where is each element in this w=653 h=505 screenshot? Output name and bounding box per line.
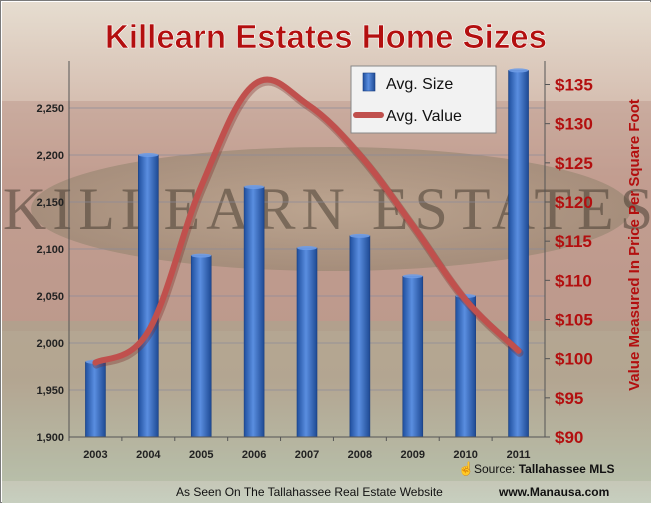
y-left-tick-label: 2,000 — [36, 338, 64, 350]
footer: ☝ Source: Tallahassee MLS As Seen On The… — [176, 460, 615, 499]
y-right-tick-label: $95 — [555, 389, 583, 408]
x-tick-label: 2010 — [453, 449, 477, 461]
legend-label-size: Avg. Size — [386, 76, 453, 93]
bar — [190, 255, 212, 438]
bar-top — [402, 274, 423, 279]
background-sign-text: KILLEARN ESTATES — [3, 176, 652, 242]
legend-label-value: Avg. Value — [386, 108, 462, 125]
value-line — [92, 76, 522, 366]
bar — [243, 186, 265, 438]
x-tick-label: 2003 — [83, 449, 107, 461]
bar — [296, 247, 318, 438]
seen-on-text: As Seen On The Tallahassee Real Estate W… — [176, 485, 443, 499]
y-right-tick-label: $90 — [555, 428, 583, 447]
legend: Avg. Size Avg. Value — [350, 65, 497, 134]
website-link[interactable]: www.Manausa.com — [498, 485, 609, 499]
hand-cursor-icon: ☝ — [458, 460, 474, 477]
y-right-tick-label: $135 — [555, 76, 593, 95]
bar-top — [508, 68, 529, 73]
source-line: Source: Tallahassee MLS — [474, 462, 615, 476]
bar-top — [191, 253, 212, 258]
bar — [85, 361, 106, 438]
chart-title: Killearn Estates Home Sizes — [105, 18, 547, 55]
y-left-tick-label: 2,250 — [36, 103, 64, 115]
y-left-tick-label: 2,150 — [36, 197, 64, 209]
y-right-tick-label: $110 — [555, 271, 592, 290]
bar-top — [244, 184, 265, 189]
x-tick-label: 2009 — [401, 449, 425, 461]
bar-top — [138, 153, 159, 157]
x-tick-label: 2005 — [189, 449, 213, 461]
bar — [508, 70, 529, 438]
bar — [402, 275, 424, 438]
legend-bar-swatch — [362, 72, 376, 92]
x-tick-label: 2007 — [295, 449, 319, 461]
bar — [349, 235, 371, 438]
x-tick-label: 2008 — [348, 449, 372, 461]
y-left-tick-label: 1,900 — [36, 432, 64, 444]
axes: 1,900 1,950 2,000 2,050 2,100 2,150 2,200 2,250… — [36, 61, 593, 461]
y-right-tick-label: $105 — [555, 311, 593, 330]
bar-top — [297, 246, 317, 251]
y-right-tick-label: $130 — [555, 115, 593, 134]
y-right-tick-label: $120 — [555, 193, 593, 212]
y-right-axis-label: Value Measured In Price Per Square Foot — [626, 99, 643, 391]
source-prefix: Source: — [474, 462, 519, 476]
y-right-tick-label: $125 — [555, 154, 593, 173]
y-left-tick-label: 1,950 — [36, 385, 64, 397]
x-tick-label: 2004 — [136, 449, 161, 461]
x-tick-label: 2006 — [242, 449, 266, 461]
y-right-tick-label: $115 — [555, 232, 592, 251]
bar-top — [349, 233, 370, 238]
bar — [138, 154, 159, 438]
y-right-tick-label: $100 — [555, 350, 593, 369]
y-left-tick-label: 2,050 — [36, 291, 64, 303]
source-name: Tallahassee MLS — [519, 462, 615, 476]
bar — [455, 295, 476, 438]
x-tick-label: 2011 — [507, 449, 531, 461]
y-left-tick-label: 2,200 — [36, 150, 64, 162]
y-left-tick-label: 2,100 — [36, 244, 64, 256]
